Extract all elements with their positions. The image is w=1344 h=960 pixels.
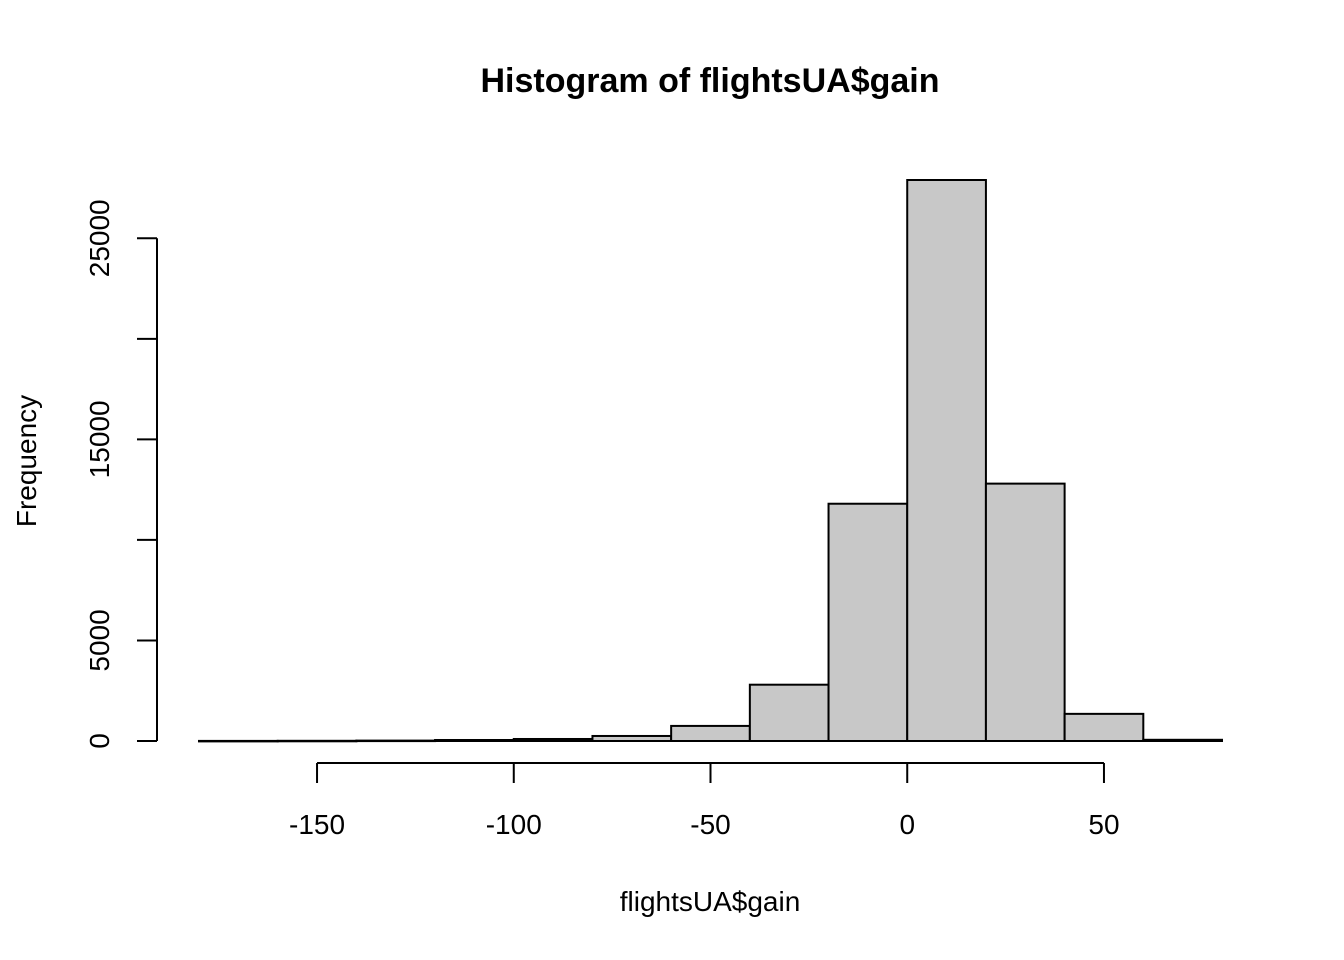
bars-group — [198, 179, 1224, 743]
x-tick-label: -150 — [289, 809, 345, 840]
histogram-bar — [512, 737, 594, 743]
y-tick-label: 15000 — [84, 400, 115, 478]
x-tick-label: -100 — [486, 809, 542, 840]
x-tick-label: 50 — [1088, 809, 1119, 840]
histogram-bar — [355, 739, 437, 743]
x-tick-label: 0 — [899, 809, 915, 840]
histogram-bar — [276, 739, 358, 743]
y-axis: 0 5000 15000 25000 — [84, 199, 158, 749]
histogram-bar — [591, 734, 673, 743]
chart-title: Histogram of flightsUA$gain — [480, 62, 939, 100]
histogram-bar — [906, 179, 987, 742]
histogram-bar — [827, 502, 909, 742]
y-tick-label: 0 — [84, 733, 115, 749]
histogram-bar — [198, 739, 279, 743]
histogram-bar — [984, 482, 1066, 742]
histogram-bar — [670, 724, 751, 743]
x-axis: -150 -100 -50 0 50 — [289, 762, 1120, 840]
histogram-bar — [1142, 738, 1224, 742]
y-tick-label: 5000 — [84, 609, 115, 671]
histogram-bar — [434, 738, 515, 743]
x-tick-label: -50 — [690, 809, 730, 840]
histogram-bar — [1063, 712, 1145, 743]
x-axis-label: flightsUA$gain — [620, 886, 801, 917]
y-axis-label: Frequency — [11, 395, 42, 527]
y-tick-label: 25000 — [84, 199, 115, 277]
histogram-bar — [748, 683, 830, 742]
